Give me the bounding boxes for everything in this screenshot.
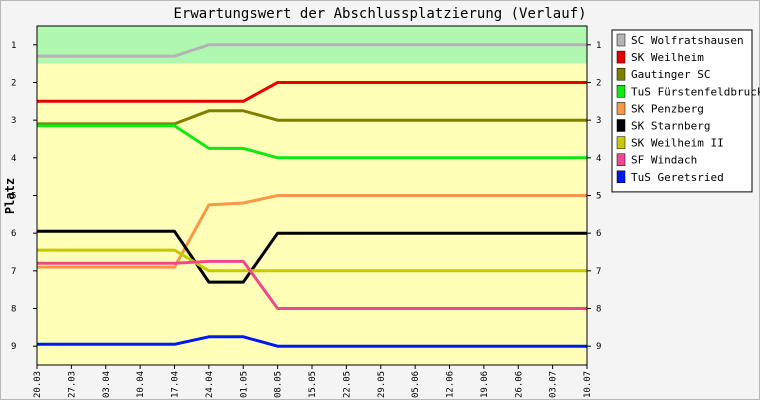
- legend-swatch-7: [616, 136, 626, 149]
- legend-swatch-2: [616, 50, 626, 64]
- y-tick-label-left: 9: [11, 342, 16, 352]
- legend-label-9: TuS Geretsried: [631, 171, 724, 184]
- legend-label-2: SK Weilheim: [631, 51, 704, 64]
- x-tick-label: 26.06: [514, 371, 524, 398]
- y-tick-label-right: 6: [596, 229, 601, 239]
- y-tick-label-left: 1: [11, 41, 16, 51]
- x-tick-label: 27.03: [67, 371, 77, 398]
- legend-box: [611, 29, 753, 193]
- y-tick-label-left: 5: [11, 192, 16, 202]
- x-tick-label: 24.04: [205, 371, 215, 398]
- plot-lines: [37, 43, 587, 348]
- legend-swatch-5: [616, 102, 626, 115]
- x-tick-label: 03.04: [102, 371, 112, 398]
- x-tick-label: 29.05: [377, 371, 387, 398]
- legend-swatch-6: [616, 119, 626, 132]
- legend-label-1: SC Wolfratshausen: [631, 34, 744, 47]
- legend-label-3: Gautinger SC: [631, 68, 710, 81]
- x-tick-label: 20.03: [33, 371, 43, 398]
- y-tick-label-right: 2: [596, 79, 601, 89]
- x-axis: 20.03 27.03 03.04 10.04 17.04 24.04 01.05 08.05…: [33, 365, 593, 398]
- y-tick-label-right: 3: [596, 116, 601, 126]
- x-tick-label: 03.07: [549, 371, 559, 398]
- y-tick-label-right: 8: [596, 305, 601, 315]
- x-tick-label: 15.05: [308, 371, 318, 398]
- y-tick-label-right: 7: [596, 267, 601, 277]
- series-line-2: [37, 81, 587, 103]
- x-tick-label: 10.07: [583, 371, 593, 398]
- y-tick-label-left: 2: [11, 79, 16, 89]
- legend-swatch-4: [616, 85, 626, 98]
- y-tick-label-left: 8: [11, 305, 16, 315]
- legend: SC Wolfratshausen SK Weilheim Gautinger SC…: [611, 29, 760, 193]
- legend-label-8: SF Windach: [631, 154, 697, 167]
- y-tick-label-left: 6: [11, 229, 16, 239]
- chart-title: Erwartungswert der Abschlussplatzierung …: [173, 6, 586, 22]
- legend-label-7: SK Weilheim II: [631, 137, 724, 150]
- series-line-5: [37, 194, 587, 269]
- y-axis-left: 1 2 3 4 5 6 7 8 9: [11, 41, 37, 352]
- y-tick-label-right: 4: [596, 154, 601, 164]
- y-tick-label-left: 4: [11, 154, 16, 164]
- legend-swatch-3: [616, 67, 626, 81]
- legend-label-6: SK Starnberg: [631, 120, 710, 133]
- series-line-9: [37, 335, 587, 348]
- y-tick-label-left: 3: [11, 116, 16, 126]
- y-tick-label-left: 7: [11, 267, 16, 277]
- series-line-7: [37, 248, 587, 273]
- y-tick-label-right: 1: [596, 41, 601, 51]
- x-tick-label: 12.06: [446, 371, 456, 398]
- x-tick-label: 05.06: [411, 371, 421, 398]
- series-line-4: [37, 124, 587, 160]
- x-tick-label: 10.04: [136, 371, 146, 398]
- legend-label-4: TuS Fürstenfeldbruck: [631, 85, 760, 98]
- legend-swatch-9: [616, 170, 626, 184]
- series-line-6: [37, 229, 587, 284]
- plot-band-1: [37, 63, 587, 366]
- y-tick-label-right: 9: [596, 342, 601, 352]
- legend-label-5: SK Penzberg: [631, 102, 704, 115]
- legend-swatch-1: [616, 33, 626, 47]
- x-tick-label: 01.05: [239, 371, 249, 398]
- x-tick-label: 17.04: [171, 371, 181, 398]
- series-line-8: [37, 259, 587, 310]
- x-tick-label: 19.06: [480, 371, 490, 398]
- x-tick-label: 22.05: [342, 371, 352, 398]
- y-tick-label-right: 5: [596, 192, 601, 202]
- y-axis-right: 1 2 3 4 5 6 7 8 9: [587, 41, 601, 352]
- series-line-1: [37, 43, 587, 58]
- y-axis-label: Platz: [3, 178, 17, 214]
- x-tick-label: 08.05: [274, 371, 284, 398]
- series-line-3: [37, 109, 587, 126]
- legend-swatch-8: [616, 153, 626, 166]
